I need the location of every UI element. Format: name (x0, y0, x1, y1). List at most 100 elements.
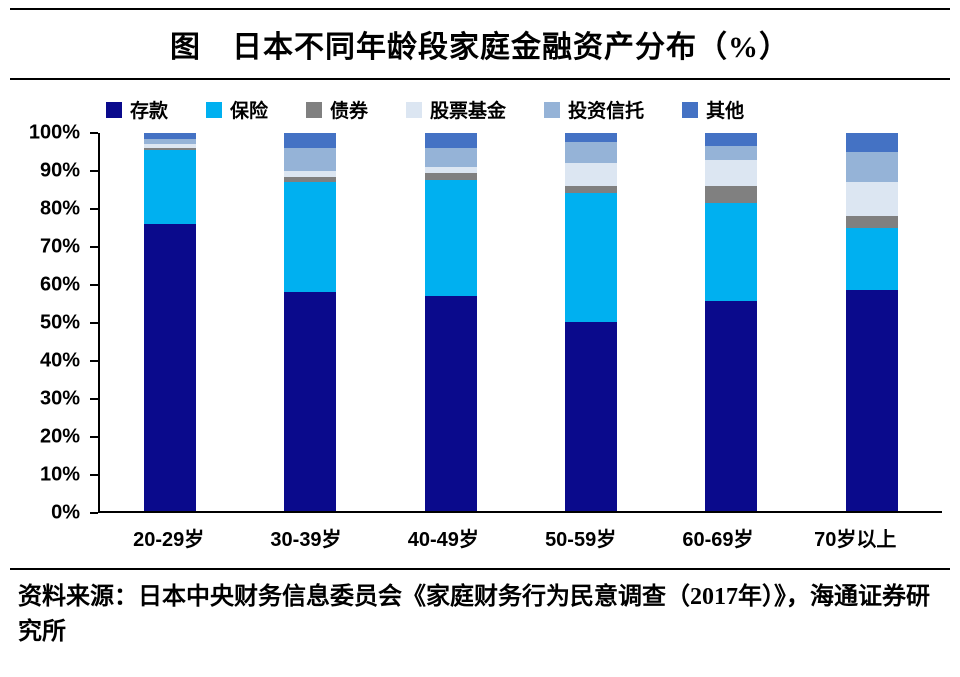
figure-page: 图 日本不同年龄段家庭金融资产分布（%） 存款 保险 债券 股票基金 投资信托 其他 10… (0, 8, 960, 677)
x-tick-label: 60-69岁 (682, 529, 754, 551)
legend-item: 保险 (206, 96, 268, 123)
bar-segment (424, 180, 477, 296)
x-axis: 20-29岁 30-39岁 40-49岁 50-59岁 60-69岁 70岁以上 (100, 513, 924, 552)
x-tick-label: 50-59岁 (545, 529, 617, 551)
legend-item: 投资信托 (544, 96, 644, 123)
chart-legend: 存款 保险 债券 股票基金 投资信托 其他 (106, 96, 942, 123)
bar-segment (424, 172, 477, 181)
bar-segment (144, 133, 197, 139)
source-divider (10, 568, 950, 570)
bar-segment (565, 193, 618, 322)
y-tick-mark (90, 208, 98, 210)
y-tick-label: 20% (39, 425, 80, 448)
x-tick-label: 30-39岁 (270, 529, 342, 551)
bar-segment (705, 133, 758, 147)
bar-segment (705, 159, 758, 186)
legend-label: 投资信托 (568, 101, 645, 122)
legend-label: 保险 (230, 101, 269, 122)
source-note: 资料来源：日本中央财务信息委员会《家庭财务行为民意调查（2017年）》，海通证券… (18, 584, 930, 645)
stacked-bar-chart: 存款 保险 债券 股票基金 投资信托 其他 100% 90% 80% 70% 60% 50% 40% 3… (0, 80, 960, 552)
y-tick-mark (90, 132, 98, 134)
bar-segment (284, 182, 337, 292)
legend-swatch (406, 101, 423, 118)
y-tick-label: 0% (51, 501, 80, 524)
y-tick-label: 70% (39, 235, 80, 258)
bar-segment (284, 291, 337, 511)
bar-segment (705, 202, 758, 302)
bar-slot (100, 133, 240, 511)
bar-segment (284, 133, 337, 149)
y-tick-label: 40% (39, 349, 80, 372)
bar-slot (240, 133, 380, 511)
bar-slot (661, 133, 801, 511)
chart-title: 图 日本不同年龄段家庭金融资产分布（%） (170, 31, 790, 64)
stacked-bar (565, 133, 618, 511)
legend-swatch (544, 101, 561, 118)
bar-segment (144, 138, 197, 145)
bar-segment (144, 144, 197, 149)
bar-segment (845, 182, 898, 217)
stacked-bar (424, 133, 477, 511)
bar-segment (424, 148, 477, 168)
bar-segment (845, 133, 898, 152)
y-tick-mark (90, 284, 98, 286)
y-tick-mark (90, 246, 98, 248)
legend-item: 其他 (682, 96, 744, 123)
bar-segment (845, 227, 898, 290)
legend-swatch (682, 101, 699, 118)
y-tick-mark (90, 360, 98, 362)
bar-segment (565, 322, 618, 511)
bar-slot (521, 133, 661, 511)
legend-item: 债券 (306, 96, 368, 123)
bar-segment (284, 148, 337, 171)
bar-segment (705, 185, 758, 203)
bar-segment (424, 295, 477, 511)
bar-segment (565, 163, 618, 186)
y-tick-label: 90% (39, 159, 80, 182)
bar-segment (565, 142, 618, 164)
legend-label: 存款 (130, 101, 169, 122)
y-tick-label: 80% (39, 197, 80, 220)
y-tick-label: 60% (39, 273, 80, 296)
bar-segment (284, 170, 337, 177)
bar-segment (845, 289, 898, 511)
bar-segment (845, 216, 898, 228)
x-tick-label: 70岁以上 (814, 529, 897, 551)
stacked-bar (144, 133, 197, 511)
legend-swatch (206, 101, 223, 118)
bar-segment (565, 133, 618, 143)
y-tick-mark (90, 474, 98, 476)
legend-label: 其他 (706, 101, 745, 122)
stacked-bar (705, 133, 758, 511)
y-tick-mark (90, 512, 98, 514)
y-axis: 100% 90% 80% 70% 60% 50% 40% 30% 20% 10% 0% (6, 122, 98, 524)
y-tick-label: 10% (39, 463, 80, 486)
bar-segment (424, 167, 477, 173)
legend-label: 股票基金 (430, 101, 507, 122)
bar-slot (802, 133, 942, 511)
bar-segment (845, 151, 898, 183)
y-tick-label: 100% (28, 121, 80, 144)
legend-item: 存款 (106, 96, 168, 123)
legend-swatch (106, 101, 122, 118)
title-divider (10, 78, 950, 80)
y-tick-mark (90, 322, 98, 324)
y-tick-label: 50% (39, 311, 80, 334)
y-tick-label: 30% (39, 387, 80, 410)
stacked-bar (284, 133, 337, 511)
top-divider (10, 8, 950, 10)
legend-label: 债券 (330, 101, 369, 122)
y-tick-mark (90, 398, 98, 400)
bar-segment (284, 176, 337, 183)
legend-swatch (306, 101, 323, 118)
legend-item: 股票基金 (406, 96, 506, 123)
bar-segment (705, 146, 758, 160)
x-tick-label: 40-49岁 (407, 529, 479, 551)
bar-segment (144, 150, 197, 224)
x-tick-label: 20-29岁 (133, 529, 205, 551)
y-tick-mark (90, 436, 98, 438)
bar-slot (381, 133, 521, 511)
bar-segment (424, 133, 477, 149)
bar-segment (144, 223, 197, 511)
y-tick-mark (90, 170, 98, 172)
